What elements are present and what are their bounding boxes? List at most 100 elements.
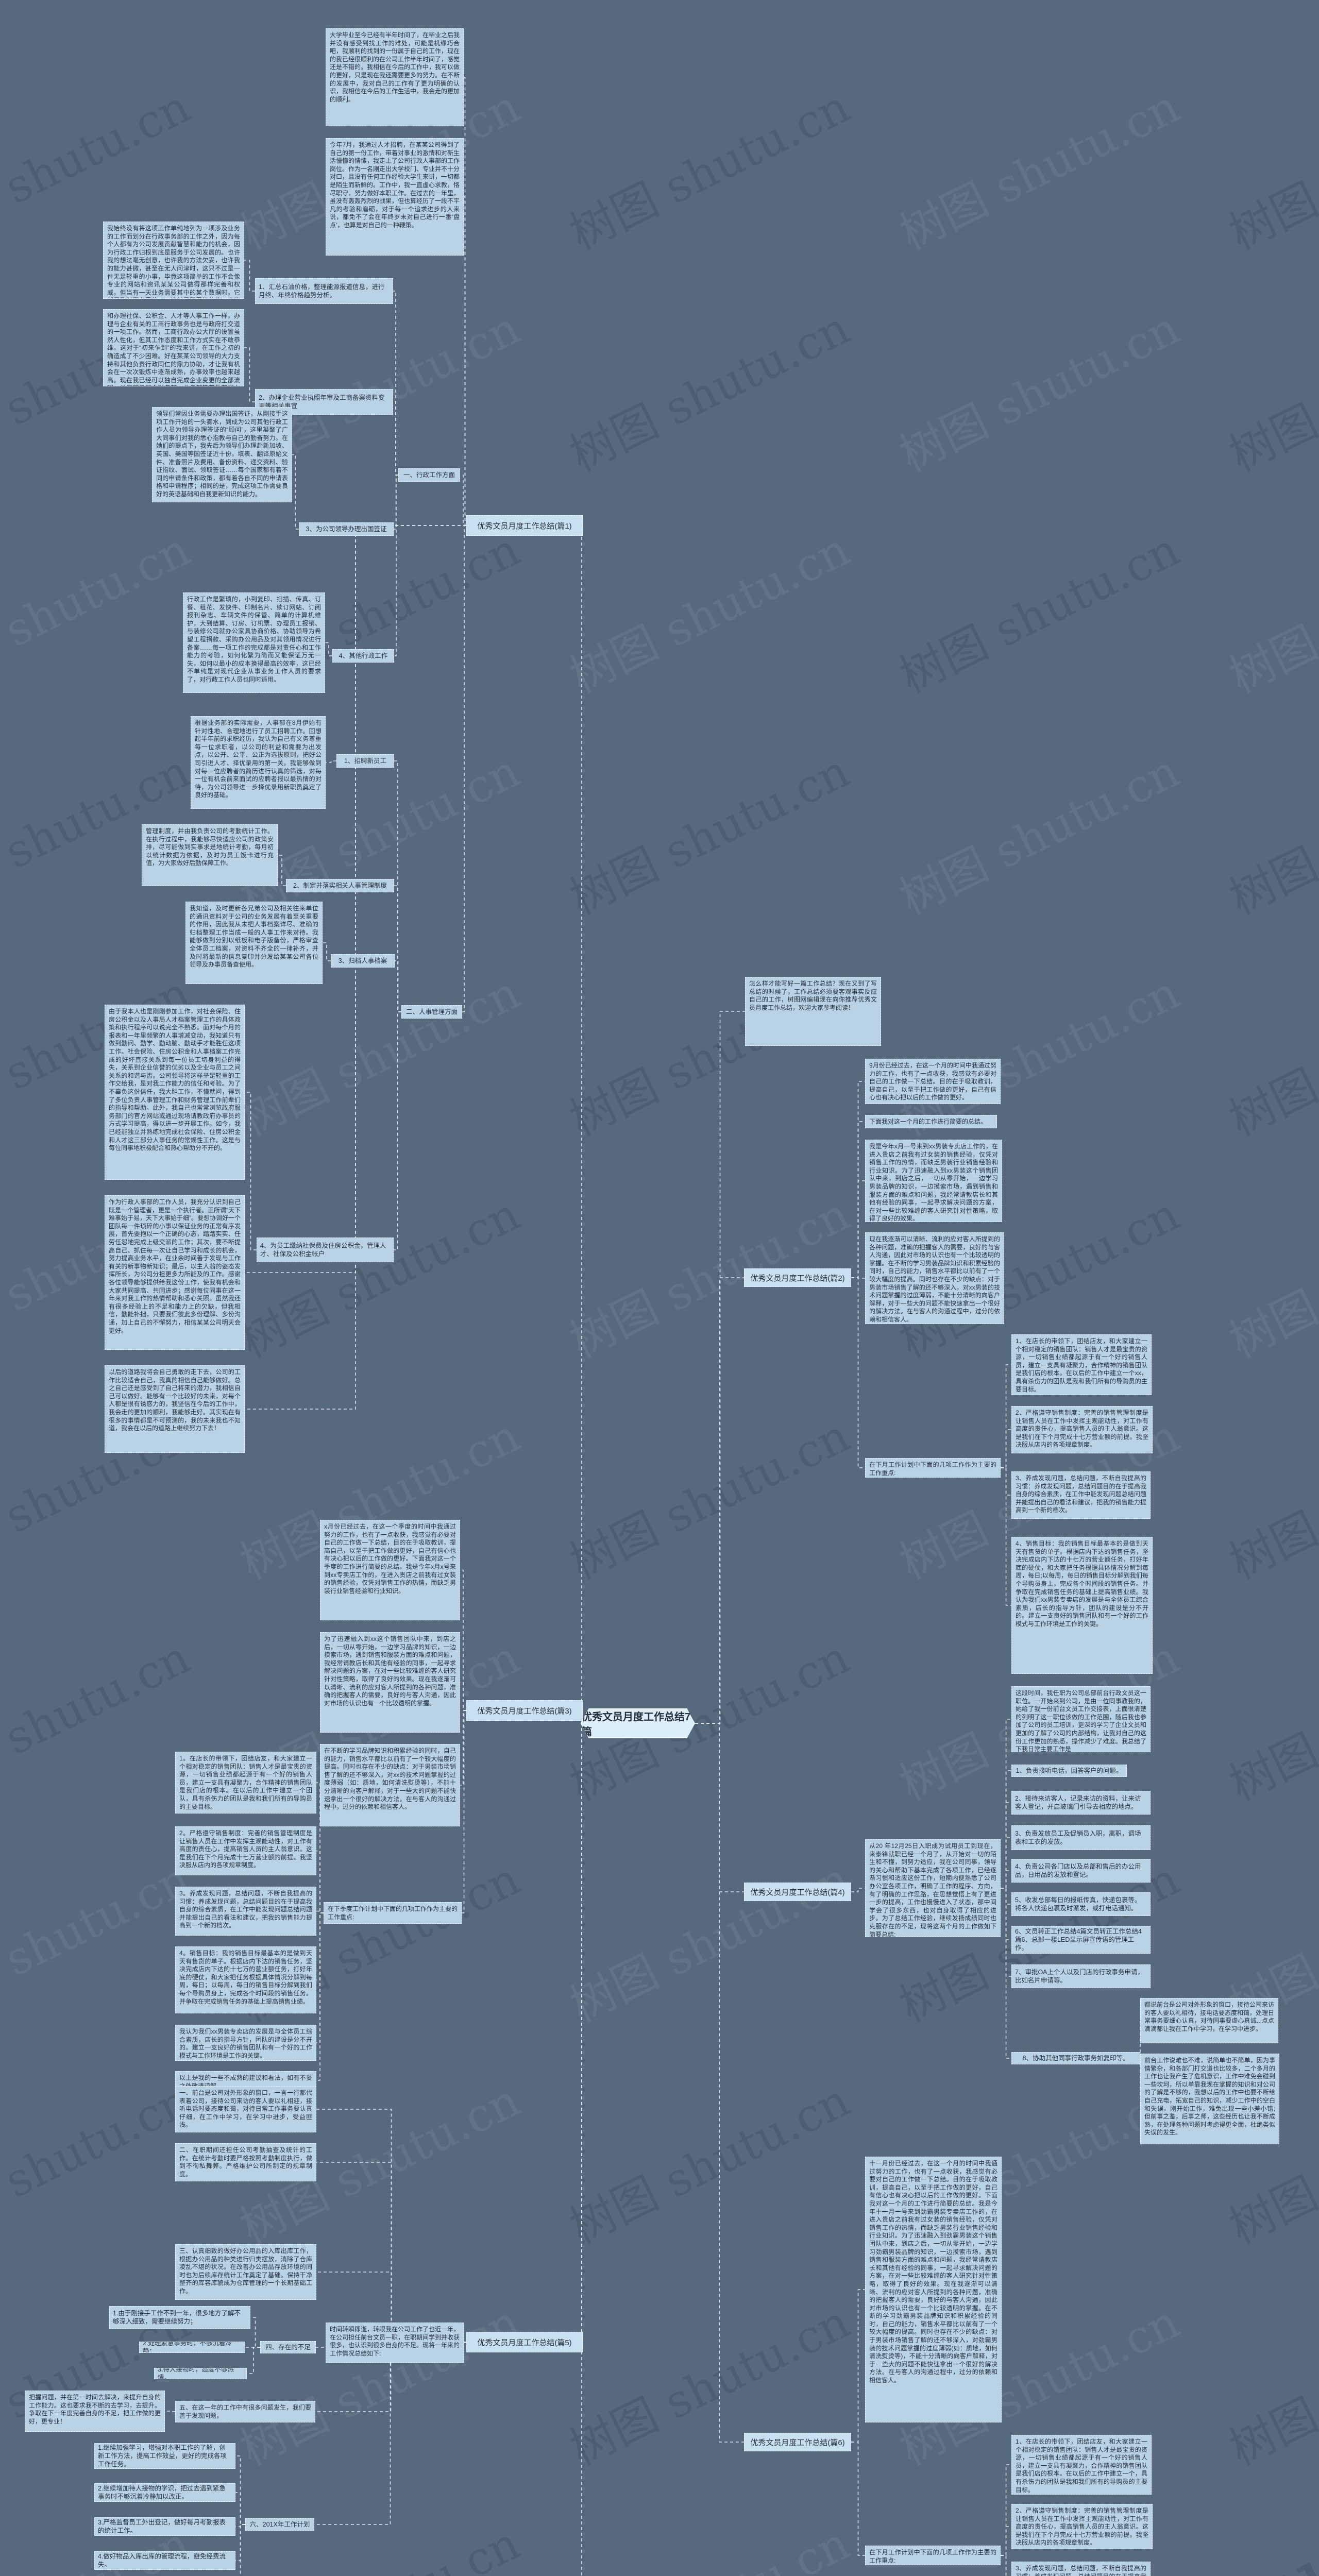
paragraph-node[interactable]: 大学毕业至今已经有半年时间了，在毕业之后我并没有感受到找工作的难处，可能是机缘巧…	[326, 28, 464, 126]
paragraph-node[interactable]: 在下月工作计划中下面的几项工作作为主要的工作重点:	[865, 2546, 1001, 2565]
paragraph-node[interactable]: 9月份已经过去，在这一个月的时间中我通过努力的工作，也有了一点收获，我感觉有必要…	[865, 1059, 1001, 1104]
watermark-text: 树图 shutu.cn	[562, 301, 858, 482]
paragraph-node[interactable]: 从20 年12月25日入职成为试用员工到现在，来泰锋就职已经一个月了，从开始对一…	[865, 1839, 1001, 1937]
paragraph-node[interactable]: 五、在这一年的工作中有很多问题发生，我们要善于发现问题，	[175, 2401, 315, 2422]
paragraph-node[interactable]: 和办理社保、公积金、人才等人事工作一样，办理与企业有关的工商行政事务也是与政府打…	[103, 309, 244, 386]
paragraph-node[interactable]: x月份已经过去，在这一个季度的时间中我通过努力的工作，也有了一点收获，我感觉有必…	[320, 1520, 460, 1620]
watermark-text: 树图 shutu.cn	[1221, 301, 1319, 482]
paragraph-node[interactable]: 2、严格遵守销售制度：完善的销售管理制度是让销售人员在工作中发挥主观能动性，对工…	[1011, 2504, 1153, 2549]
intro-node[interactable]: 怎么样才能写好一篇工作总结？现在又到了写总结的时候了，工作总结必须要客观事实反应…	[745, 977, 881, 1046]
paragraph-node[interactable]: 时间转瞬即逝，转眼我在公司工作了也近一年，在公司担任前台文员一职，在职期间学到并…	[326, 2323, 464, 2363]
paragraph-node[interactable]: 行政工作是繁琐的，小到复印、扫描、传真、订餐、租花、发快件、印制名片、续订网站、…	[183, 592, 325, 693]
paragraph-node[interactable]: 都说前台是公司对外形象的窗口，接待公司来访的客人要以礼相待，接电话要态度和蔼，处…	[1140, 1998, 1278, 2043]
item-node[interactable]: 4.做好物品入库出库的管理流程，避免经费流失。	[94, 2551, 235, 2570]
watermark-text: 树图 shutu.cn	[891, 301, 1188, 482]
item-node[interactable]: 3、为公司领导办理出国签证	[299, 522, 394, 536]
paragraph-node[interactable]: 前台工作说难也不难，说简单也不简单，因为事情繁杂，和各部门打交道也比较多，二个多…	[1140, 2054, 1279, 2144]
paragraph-node[interactable]: 领导们常因业务需要办理出国签证，从刚接手这项工作开始的一头雾水，到成为公司其他行…	[152, 407, 292, 502]
item-node[interactable]: 3、负责发放员工及促销员入职，离职，调场表和工衣的发放。	[1011, 1825, 1151, 1850]
item-node[interactable]: 1.继续加强学习，增强对本职工作的了解，创新工作方法，提高工作效益，更好的完成各…	[94, 2443, 235, 2469]
paragraph-node[interactable]: 4、销售目标：我的销售目标最基本的是做到天天有售货的单子。根据店内下达的销售任务…	[1011, 1537, 1153, 1674]
paragraph-node[interactable]: 为了迅速融入到xx这个销售团队中来，到店之后，一切从零开始，一边学习品牌的知识，…	[320, 1632, 460, 1733]
section-node[interactable]: 四、存在的不足	[260, 2341, 316, 2353]
paragraph-node[interactable]: 1、在店长的带领下，团结店友，和大家建立一个相对稳定的销售团队：销售人才是最宝贵…	[1011, 1334, 1152, 1395]
branch-label[interactable]: 优秀文员月度工作总结(篇5)	[466, 2332, 583, 2352]
watermark-text: 树图 shutu.cn	[232, 2295, 528, 2476]
watermark-text: 树图 shutu.cn	[0, 522, 198, 704]
item-node[interactable]: 4、为员工缴纳社保费及住房公积金，管理人才、社保及公积金帐户	[257, 1238, 394, 1262]
paragraph-node[interactable]: 我认为我们xx男装专卖店的发展是与全体员工综合素质，店长的指导方针，团队的建设是…	[175, 2025, 316, 2061]
watermark-text: 树图 shutu.cn	[0, 2073, 198, 2255]
paragraph-node[interactable]: 在不断的学习品牌知识和积累经验的同时，自己的能力，销售水平都比以前有了一个较大幅…	[320, 1744, 460, 1826]
central-topic[interactable]: 优秀文员月度工作总结7篇	[581, 1708, 695, 1738]
item-node[interactable]: 8、协助其他同事行政事务如复印等。	[1011, 2052, 1140, 2064]
paragraph-node[interactable]: 这段时间，我任职为公司总部前台行政文员这一职位。一开始来到公司，是由一位同事教我…	[1011, 1686, 1151, 1752]
paragraph-node[interactable]: 3、养成发现问题，总结问题，不断自我提高的习惯：养成发现问题，总结问题目的在于提…	[1011, 2562, 1151, 2576]
branch-label[interactable]: 优秀文员月度工作总结(篇1)	[466, 515, 583, 536]
paragraph-node[interactable]: 十一月份已经过去，在这一个月的时间中我通过努力的工作，也有了一点收获，我感觉有必…	[865, 2157, 1002, 2422]
watermark-text: 树图 shutu.cn	[1221, 1409, 1319, 1590]
paragraph-node[interactable]: 下面我对这一个月的工作进行简要的总结。	[865, 1115, 997, 1128]
item-node[interactable]: 6、文员转正工作总结4篇文员转正工作总结4篇6、总部一楼LED显示屏宣传语的管理…	[1011, 1926, 1151, 1954]
item-node[interactable]: 1、负责接听电话，回答客户的问题。	[1011, 1765, 1127, 1777]
paragraph-node[interactable]: 三、认真细致的做好办公用品的入库出库工作，根据办公用品的种类进行归类摆放，消除了…	[175, 2244, 316, 2300]
paragraph-node[interactable]: 2、严格遵守销售制度：完善的销售管理制度是让销售人员在工作中发挥主观能动性，对工…	[1011, 1406, 1153, 1453]
paragraph-node[interactable]: 1。在店长的带领下，团结店友，和大家建立一个相对稳定的销售团队：销售人才是最宝贵…	[175, 1752, 316, 1814]
paragraph-node[interactable]: 由于我本人也是刚刚参加工作，对社会保险、住房公积金以及人事局人才档案管理工作的具…	[105, 1005, 245, 1180]
item-node[interactable]: 2.处理紧急事务时，不够沉着冷静；	[139, 2342, 245, 2353]
watermark-text: 树图 shutu.cn	[1221, 744, 1319, 925]
item-node[interactable]: 4、其他行政工作	[332, 649, 394, 663]
watermark-text: 树图 shutu.cn	[1221, 965, 1319, 1147]
paragraph-node[interactable]: 二、在职期间还担任公司考勤抽查及统计的工作。在统计考勤时要严格按照考勤制度执行，…	[175, 2143, 316, 2181]
watermark-text: 树图 shutu.cn	[1218, 2449, 1319, 2576]
paragraph-node[interactable]: 作为行政人事部的工作人员，我充分认识到自己既是一个管理者，更是一个执行者。正所谓…	[105, 1195, 245, 1350]
paragraph-node[interactable]: 2。严格遵守销售制度：完善的销售管理制度是让销售人员在工作中发挥主观能动性，对工…	[175, 1826, 316, 1875]
item-node[interactable]: 2、制定并落实相关人事管理制度	[286, 879, 394, 892]
paragraph-node[interactable]: 在下季度工作计划中下面的几项工作作为主要的工作重点:	[324, 1902, 462, 1924]
section-node[interactable]: 一、行政工作方面	[398, 468, 460, 482]
item-node[interactable]: 4、负责公司各门店以及总部和售后的办公用品，日用品的发放和登记。	[1011, 1859, 1151, 1883]
item-node[interactable]: 5、收发总部每日的报纸传真，快递包裹等。将各人快递包裹及时派发，或打电话通知。	[1011, 1892, 1151, 1916]
paragraph-node[interactable]: 管理制度，并由我负责公司的考勤统计工作。在执行过程中，我能够尽快适应公司的政策安…	[142, 824, 278, 886]
branch-label[interactable]: 优秀文员月度工作总结(篇3)	[466, 1700, 583, 1721]
paragraph-node[interactable]: 以后的道路我将会自己勇敢的走下去，公司的工作比较适合自己，我真的相信自己能够做好…	[105, 1365, 245, 1453]
paragraph-node[interactable]: 4。销售目标：我的销售目标最基本的是做到天天有售货的单子。根据店内下达的销售任务…	[175, 1946, 316, 2013]
item-node[interactable]: 1.由于刚接手工作不到一年，很多地方了解不够深入细致，需要继续努力；	[109, 2306, 250, 2329]
paragraph-node[interactable]: 一、前台是公司对外形象的窗口，一言一行都代表着公司，接待公司来访的客人要以礼相迎…	[175, 2086, 316, 2132]
watermark-text: 树图 shutu.cn	[1221, 2295, 1319, 2476]
watermark-text: 树图 shutu.cn	[891, 744, 1188, 925]
paragraph-node[interactable]: 把握问题，并在第一时间去解决，来提升自身的工作能力。这也要求我不断的去学习，去提…	[25, 2391, 165, 2432]
paragraph-node[interactable]: 我始终没有将这项工作单纯地列为一项涉及业务的工作而划分在行政事务部的工作之外，因…	[103, 222, 244, 299]
item-node[interactable]: 3、归档人事档案	[331, 954, 395, 968]
paragraph-node[interactable]: 我知道，及时更新各兄弟公司及相关往来单位的通讯资料对于公司的业务发展有着至关重要…	[185, 902, 323, 984]
paragraph-node[interactable]: 3、养成发现问题，总结问题，不断自我提高的习惯：养成发现问题，总结问题目的在于提…	[1011, 1471, 1151, 1519]
paragraph-node[interactable]: 在下月工作计划中下面的几项工作作为主要的工作重点:	[865, 1458, 1001, 1478]
watermark-text: 树图 shutu.cn	[562, 1409, 858, 1590]
paragraph-node[interactable]: 我是今年x月一号来到xx男装专卖店工作的，在进入贵店之前我有过女装的销售经验，仅…	[865, 1140, 1002, 1222]
paragraph-node[interactable]: 今年7月，我通过人才招聘，在某某公司得到了自己的第一份工作，带着对事业的激情和对…	[326, 138, 464, 256]
watermark-text: 树图 shutu.cn	[1221, 79, 1319, 261]
watermark-text: 树图 shutu.cn	[562, 79, 858, 261]
item-node[interactable]: 7、审批OA上个人以及门店的行政事务申请，比如名片申请等。	[1011, 1964, 1151, 1988]
paragraph-node[interactable]: 根据业务部的实际需要，人事部在8月伊始有针对性地、合理地进行了员工招聘工作。回想…	[191, 716, 326, 809]
paragraph-node[interactable]: 3。养成发现问题，总结问题，不断自我提高的习惯：养成发现问题，总结问题目的在于提…	[175, 1887, 316, 1936]
paragraph-node[interactable]: 1、在店长的带领下，团结店友，和大家建立一个相对稳定的销售团队：销售人才是最宝贵…	[1011, 2435, 1152, 2495]
watermark-text: 树图 shutu.cn	[1221, 1630, 1319, 1811]
item-node[interactable]: 1、招聘新员工	[336, 754, 394, 768]
item-node[interactable]: 2、接待来访客人，记录来访的资料，让来访客人登记，开启玻璃门引导去相应的地点。	[1011, 1791, 1151, 1815]
item-node[interactable]: 1、汇总石油价格，整理能源报道信息，进行月终、年终价格趋势分析。	[255, 278, 393, 304]
watermark-text: 树图 shutu.cn	[0, 1630, 198, 1811]
section-node[interactable]: 二、人事管理方面	[401, 1005, 462, 1019]
item-node[interactable]: 3.严格监督员工外出登记，做好每月考勤报表的统计工作。	[94, 2517, 235, 2536]
branch-label[interactable]: 优秀文员月度工作总结(篇4)	[744, 1883, 851, 1901]
item-node[interactable]: 2.继续增加待人接物的学识，把过去遇到紧急事务时不够沉着冷静加以改正。	[94, 2483, 235, 2502]
watermark-text: 树图 shutu.cn	[1221, 522, 1319, 704]
branch-label[interactable]: 优秀文员月度工作总结(篇6)	[744, 2433, 851, 2451]
paragraph-node[interactable]: 现在我逐渐可以清晰、流利的应对客人所提到的各种问题，准确的把握客人的需要，良好的…	[865, 1232, 1004, 1324]
section-node[interactable]: 六、201X年工作计划	[245, 2518, 314, 2531]
branch-label[interactable]: 优秀文员月度工作总结(篇2)	[744, 1268, 851, 1287]
watermark-text: 树图 shutu.cn	[557, 2507, 859, 2576]
watermark-text: 树图 shutu.cn	[562, 2073, 858, 2255]
item-node[interactable]: 3.待人接物时，态度不够热情。	[154, 2368, 247, 2379]
